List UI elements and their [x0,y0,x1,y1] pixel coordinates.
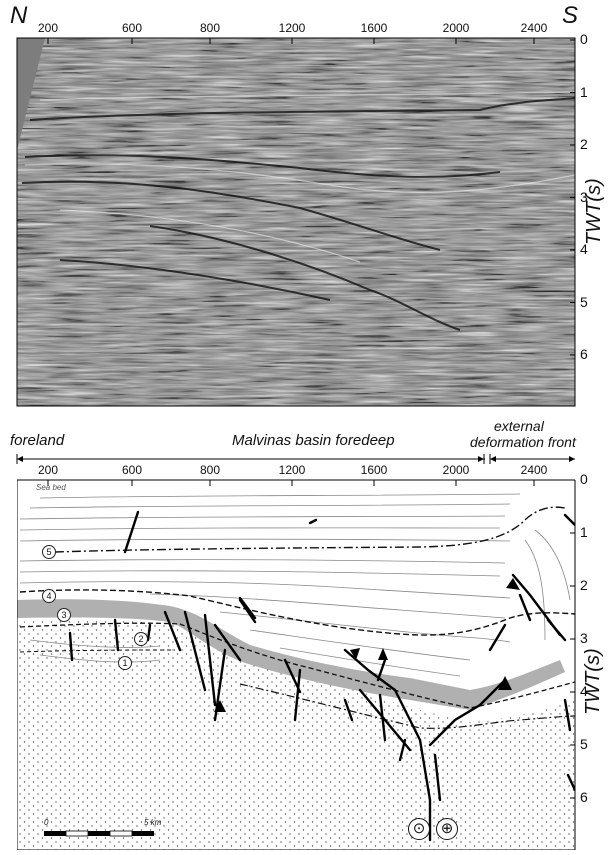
bottom-x-tick-label: 2400 [520,463,548,477]
bottom-x-tick-label: 1200 [278,463,306,477]
bottom-y-tick-label: 6 [580,789,588,805]
horizon-3-marker: 3 [57,608,71,622]
north-label: N [10,2,28,29]
top-axes [17,37,576,406]
scale-bar [44,830,154,837]
bottom-x-tick-label: 2000 [442,463,470,477]
south-label: S [562,2,579,29]
scale-start: 0 [44,818,49,827]
front-label-line2: deformation front [470,434,576,450]
top-x-tick-label: 600 [121,21,143,35]
seismic-section [16,37,576,407]
bottom-y-tick-label: 0 [580,471,588,487]
top-x-tick-label: 800 [199,21,221,35]
interpretation-section [17,480,575,850]
foreland-label: foreland [10,432,65,449]
bottom-x-tick-label: 800 [199,463,221,477]
top-y-tick-label: 6 [580,346,588,362]
bottom-x-tick-label: 600 [121,463,143,477]
scale-end: 5 km [144,818,162,827]
top-x-tick-label: 1600 [360,21,388,35]
top-y-tick-label: 1 [580,83,588,100]
top-y-tick-label: 5 [580,293,588,310]
horizon-5-marker: 5 [42,545,56,559]
top-x-tick-label: 2000 [442,21,470,35]
bottom-y-axis-label: TWT(s) [582,648,604,715]
bottom-y-tick-label: 1 [580,524,588,540]
bottom-y-tick-label: 2 [580,577,588,593]
horizon-4-marker: 4 [42,589,56,603]
bottom-axes [17,479,576,850]
top-x-tick-label: 2400 [520,21,548,35]
bottom-y-tick-label: 5 [580,736,588,752]
front-label-line1: external [494,418,544,434]
top-x-tick-label: 1200 [278,21,306,35]
top-y-axis-label: TWT(s) [583,178,605,245]
bottom-y-tick-label: 4 [580,683,588,699]
bottom-x-tick-label: 1600 [360,463,388,477]
horizon-1-marker: 1 [118,656,132,670]
out-of-page-icon: ⊙ [408,818,430,840]
foredeep-label: Malvinas basin foredeep [232,432,395,449]
bottom-x-tick-label: 200 [37,463,59,477]
top-y-tick-label: 3 [580,188,588,205]
horizon-2-marker: 2 [134,632,148,646]
into-page-icon: ⊕ [436,818,458,840]
top-y-tick-label: 4 [580,241,588,257]
top-x-tick-label: 200 [37,21,59,35]
top-y-tick-label: 0 [580,31,588,47]
sea-bed-label: Sea bed [36,483,66,492]
bottom-y-tick-label: 3 [580,630,588,646]
top-y-tick-label: 2 [580,136,588,152]
